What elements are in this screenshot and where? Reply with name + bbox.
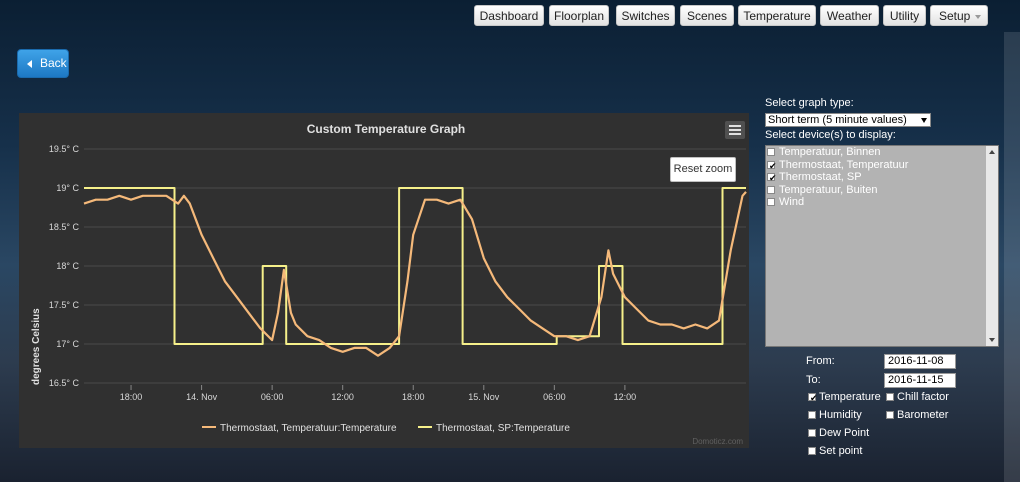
device-item[interactable]: Temperatuur, Binnen <box>766 146 998 159</box>
option-label: Barometer <box>897 409 949 421</box>
devices-label: Select device(s) to display: <box>765 129 896 141</box>
setup-label: Setup <box>939 9 971 23</box>
chart-title: Custom Temperature Graph <box>307 122 465 136</box>
device-list[interactable]: Temperatuur, Binnen ✔ Thermostaat, Temper… <box>765 145 999 347</box>
y-tick-label: 18.5° C <box>49 222 80 232</box>
chart-legend: Thermostaat, Temperatuur:Temperature The… <box>202 423 570 434</box>
device-item[interactable]: ✔ Thermostaat, Temperatuur <box>766 159 998 172</box>
device-label: Thermostaat, SP <box>779 171 862 183</box>
device-checkbox[interactable]: ✔ <box>767 160 777 171</box>
device-list-scrollbar[interactable] <box>986 146 998 346</box>
option-checkbox[interactable] <box>886 393 894 401</box>
legend-item-setpoint[interactable]: Thermostaat, SP:Temperature <box>436 423 570 434</box>
option-checkbox[interactable] <box>886 411 894 419</box>
device-item[interactable]: Wind <box>766 196 998 209</box>
from-label: From: <box>806 355 835 367</box>
x-tick-label: 06:00 <box>543 392 566 402</box>
menu-icon-line <box>729 129 741 131</box>
menu-icon <box>729 125 741 127</box>
option-temperature[interactable]: ✔ Temperature <box>808 391 881 403</box>
option-label: Humidity <box>819 409 862 421</box>
option-set-point[interactable]: Set point <box>808 445 862 457</box>
temperature-chart[interactable]: Custom Temperature Graph degrees Celsius… <box>19 113 749 448</box>
dropdown-arrow-icon <box>921 118 927 123</box>
x-axis-ticks: 18:00 14. Nov 06:00 12:00 18:00 15. Nov 06:00 1… <box>120 385 636 402</box>
x-tick-label: 12:00 <box>614 392 637 402</box>
chart-menu-button[interactable] <box>725 121 745 139</box>
chevron-down-icon <box>975 15 981 19</box>
option-checkbox[interactable] <box>808 411 816 419</box>
device-label: Wind <box>779 196 805 208</box>
x-tick-label: 06:00 <box>261 392 284 402</box>
chart-series <box>83 187 747 357</box>
scroll-down-icon[interactable] <box>989 338 995 342</box>
to-date-input[interactable]: 2016-11-15 <box>884 373 956 388</box>
y-tick-label: 17° C <box>56 339 79 349</box>
device-label: Temperatuur, Buiten <box>779 183 878 196</box>
y-tick-label: 18° C <box>56 261 79 271</box>
to-label: To: <box>806 374 821 386</box>
option-dew-point[interactable]: Dew Point <box>808 427 869 439</box>
checkmark-icon: ✔ <box>769 160 777 171</box>
option-label: Chill factor <box>897 391 949 403</box>
y-tick-label: 19° C <box>56 183 79 193</box>
x-tick-label: 15. Nov <box>468 392 500 402</box>
graph-type-select[interactable]: Short term (5 minute values) <box>765 113 931 127</box>
legend-item-temperature[interactable]: Thermostaat, Temperatuur:Temperature <box>220 423 397 434</box>
y-axis-ticks: 16.5° C 17° C 17.5° C 18° C 18.5° C 19° C 19.5… <box>49 144 80 388</box>
device-item[interactable]: ✔ Thermostaat, SP <box>766 171 998 184</box>
scroll-up-icon[interactable] <box>989 150 995 154</box>
top-navigation: Dashboard Floorplan Switches Scenes Temp… <box>0 0 1020 32</box>
legend-swatch-setpoint <box>418 426 432 428</box>
reset-zoom-button[interactable]: Reset zoom <box>670 157 736 182</box>
x-tick-label: 14. Nov <box>186 392 218 402</box>
option-label: Temperature <box>819 391 881 403</box>
from-date-input[interactable]: 2016-11-08 <box>884 354 956 369</box>
device-label: Temperatuur, Binnen <box>779 146 881 158</box>
nav-scenes-button[interactable]: Scenes <box>680 5 734 26</box>
device-checkbox[interactable]: ✔ <box>767 173 777 183</box>
nav-weather-button[interactable]: Weather <box>820 5 879 26</box>
back-arrow-icon <box>27 60 32 68</box>
device-checkbox[interactable] <box>767 198 775 206</box>
y-tick-label: 17.5° C <box>49 300 80 310</box>
device-checkbox[interactable] <box>767 148 775 156</box>
nav-setup-dropdown[interactable]: Setup <box>930 5 988 26</box>
x-tick-label: 18:00 <box>120 392 143 402</box>
x-tick-label: 12:00 <box>331 392 354 402</box>
chart-gridlines <box>84 148 746 384</box>
series-temperature-line[interactable] <box>83 191 747 357</box>
option-chill-factor[interactable]: Chill factor <box>886 391 949 403</box>
nav-dashboard-button[interactable]: Dashboard <box>474 5 544 26</box>
option-checkbox[interactable] <box>808 429 816 437</box>
option-humidity[interactable]: Humidity <box>808 409 862 421</box>
y-tick-label: 16.5° C <box>49 378 80 388</box>
nav-temperature-button[interactable]: Temperature <box>738 5 816 26</box>
nav-floorplan-button[interactable]: Floorplan <box>549 5 609 26</box>
checkmark-icon: ✔ <box>810 393 818 403</box>
chart-credit[interactable]: Domoticz.com <box>692 437 743 446</box>
legend-swatch-temperature <box>202 426 216 428</box>
nav-utility-button[interactable]: Utility <box>883 5 926 26</box>
option-checkbox[interactable] <box>808 447 816 455</box>
option-checkbox[interactable]: ✔ <box>808 393 818 403</box>
back-label: Back <box>40 56 67 70</box>
graph-type-value: Short term (5 minute values) <box>768 114 907 126</box>
nav-switches-button[interactable]: Switches <box>616 5 675 26</box>
option-barometer[interactable]: Barometer <box>886 409 948 421</box>
y-tick-label: 19.5° C <box>49 144 80 154</box>
graph-type-label: Select graph type: <box>765 97 854 109</box>
back-button[interactable]: Back <box>17 49 69 78</box>
x-tick-label: 18:00 <box>402 392 425 402</box>
option-label: Dew Point <box>819 427 870 439</box>
checkmark-icon: ✔ <box>769 173 777 183</box>
option-label: Set point <box>819 445 863 457</box>
device-item[interactable]: Temperatuur, Buiten <box>766 184 998 197</box>
device-checkbox[interactable] <box>767 185 775 194</box>
chart-container <box>19 113 749 448</box>
device-label: Thermostaat, Temperatuur <box>779 158 909 171</box>
page-scrollbar[interactable] <box>1004 32 1020 482</box>
y-axis-label: degrees Celsius <box>31 308 42 385</box>
menu-icon-line <box>729 133 741 135</box>
